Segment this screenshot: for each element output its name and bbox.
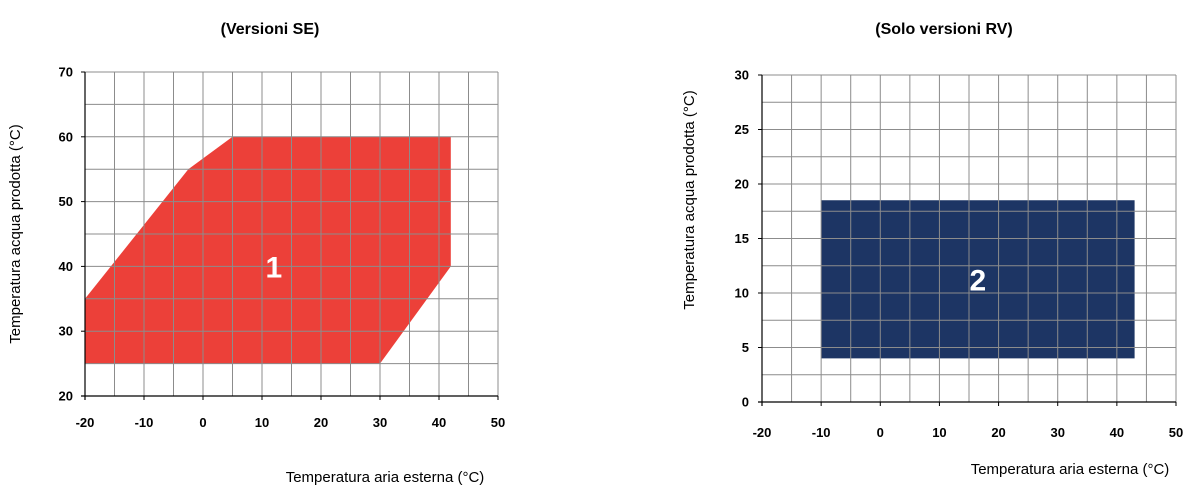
chart-title: (Solo versioni RV) (875, 21, 1013, 38)
x-axis-label: Temperatura aria esterna (°C) (286, 469, 485, 486)
grid (762, 74, 1177, 402)
x-tick-label: 0 (877, 425, 884, 440)
x-tick-label: 30 (373, 415, 387, 430)
y-tick-label: 0 (742, 395, 749, 410)
y-tick-label: 40 (59, 259, 73, 274)
y-tick-label: 50 (59, 194, 73, 209)
region-2-area (821, 200, 1135, 359)
y-tick-label: 25 (735, 122, 749, 137)
region-1-label: 1 (265, 251, 282, 284)
x-tick-label: 50 (491, 415, 505, 430)
x-tick-label: 40 (1110, 425, 1124, 440)
chart-2: (Solo versioni RV) 0 5 10 15 20 25 30 -20 -10 0 10 2… (681, 21, 1183, 478)
x-tick-label: 30 (1050, 425, 1064, 440)
x-tick-label: 10 (255, 415, 269, 430)
x-tick-label: -20 (753, 425, 772, 440)
y-tick-label: 70 (59, 65, 73, 80)
y-tick-label: 60 (59, 129, 73, 144)
x-tick-label: 20 (314, 415, 328, 430)
y-tick-label: 15 (735, 231, 749, 246)
x-tick-label: -10 (135, 415, 154, 430)
y-axis-label: Temperatura acqua prodotta (°C) (7, 124, 24, 343)
y-tick-label: 30 (59, 324, 73, 339)
y-tick-label: 20 (735, 177, 749, 192)
chart-1: (Versioni SE) 20 30 40 50 60 70 -20 -10 0 10 20 30 40… (7, 21, 505, 486)
x-tick-label: -20 (76, 415, 95, 430)
x-tick-label: 10 (932, 425, 946, 440)
region-2-label: 2 (970, 264, 987, 297)
x-tick-label: 40 (432, 415, 446, 430)
y-tick-label: 20 (59, 389, 73, 404)
x-tick-label: 50 (1169, 425, 1183, 440)
y-tick-label: 10 (735, 286, 749, 301)
x-tick-label: -10 (812, 425, 831, 440)
y-axis-label: Temperatura acqua prodotta (°C) (681, 90, 698, 309)
y-tick-label: 5 (742, 340, 749, 355)
x-tick-label: 0 (199, 415, 206, 430)
x-tick-label: 20 (991, 425, 1005, 440)
y-tick-label: 30 (735, 68, 749, 83)
x-axis-label: Temperatura aria esterna (°C) (971, 461, 1170, 478)
chart-title: (Versioni SE) (221, 21, 320, 38)
grid (85, 71, 499, 396)
region-1-area (85, 136, 451, 364)
